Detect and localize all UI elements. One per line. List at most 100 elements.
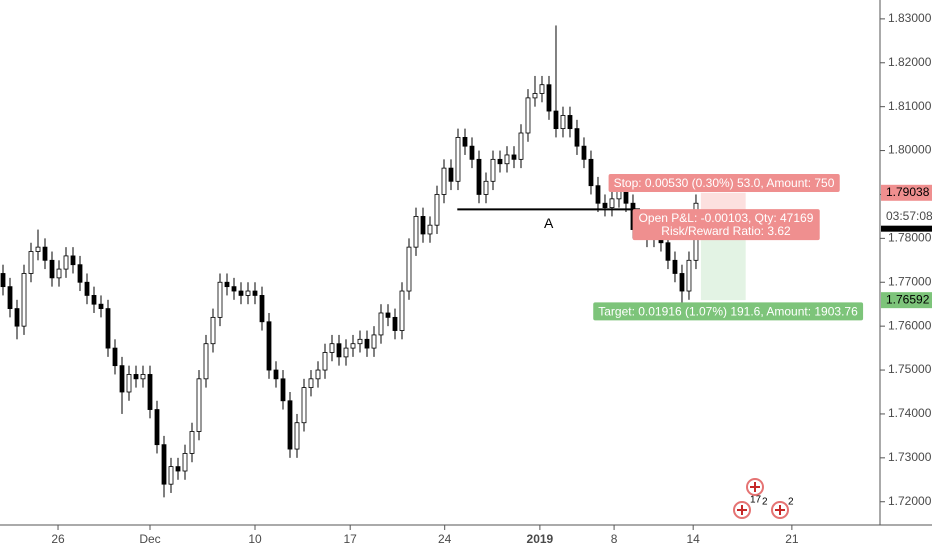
candle-body [357,338,363,345]
candle-body [392,316,398,331]
price-tag [881,184,932,201]
candle-body [343,347,349,358]
candle-body [623,189,629,204]
candle-body [476,158,482,195]
position-label-box [593,302,864,321]
candle-body [595,185,601,204]
candle-body [175,466,181,472]
event-icon-flag [750,482,760,492]
candle-body [245,290,251,296]
candle-body [189,431,195,454]
x-tick-label: 10 [248,532,262,546]
candle-body [413,216,419,248]
candle-body [154,409,160,446]
x-tick-label: 24 [438,532,452,546]
candle-body [490,158,496,182]
y-tick-label: 1.83000 [888,11,932,25]
y-tick-label: 1.75000 [888,362,932,376]
candle-body [336,343,342,358]
candle-body [350,343,356,349]
candle-body [84,281,90,296]
position-label: Stop: 0.00530 (0.30%) 53.0, Amount: 750 [614,176,835,190]
x-tick-label: 26 [51,532,65,546]
candle-body [504,154,510,165]
candle-body [672,259,678,274]
candle-body [91,295,97,305]
candle-body [42,246,48,261]
candle-body [574,128,580,147]
candle-body [203,343,209,380]
x-tick-label: 8 [611,532,618,546]
candle-body [35,246,41,252]
candle-body [329,343,335,353]
candle-body [322,352,328,371]
candle-body [217,281,223,318]
candle-body [371,334,377,349]
candle-body [119,365,125,393]
candle-body [385,312,391,318]
candle-body [567,115,573,130]
position-layer [700,192,746,301]
position-label-box [608,173,840,192]
candle-body [238,290,244,296]
candle-body [133,374,139,380]
candle-body [462,136,468,147]
candle-body [602,202,608,209]
candle-body [56,268,62,279]
candle-body [182,453,188,472]
candle-body [294,422,300,450]
candle-body [497,158,503,165]
candle-body [441,167,447,195]
last-price-marker [881,225,932,232]
candle-body [455,136,461,182]
event-icon-flag [775,505,785,515]
candle-body [448,167,454,182]
candle-body [126,374,132,393]
price-tag-label: 1.79038 [886,185,930,199]
candle-body [420,216,426,235]
candle-body [560,115,566,130]
candle-body [210,316,216,345]
y-tick-label: 1.76000 [888,318,932,332]
price-tag-label: 1.76592 [886,292,930,306]
x-tick-label: 14 [686,532,700,546]
candle-body [70,255,76,266]
candle-body [280,378,286,402]
candle-body [140,374,146,380]
candle-body [49,259,55,279]
position-label: Risk/Reward Ratio: 3.62 [661,224,791,238]
candle-body [301,387,307,424]
candle-body [77,264,83,283]
candle-body [315,369,321,380]
candle-body [378,312,384,336]
candle-body [287,400,293,450]
y-tick-label: 1.82000 [888,55,932,69]
candle-body [364,338,370,349]
candle-body [112,347,118,367]
candle-body [224,281,230,288]
position-label: Open P&L: -0.00103, Qty: 47169 [639,211,814,225]
candle-body [469,145,475,160]
candle-body [483,180,489,195]
candle-body [406,246,412,292]
candle-body [532,93,538,99]
event-count: 17 [750,495,762,506]
candle-body [98,303,104,309]
event-count: 2 [762,497,768,508]
candle-body [511,154,517,160]
candle-body [308,378,314,389]
y-tick-label: 1.77000 [888,274,932,288]
candle-body [581,145,587,160]
candle-body [14,308,20,327]
candle-body [161,444,167,485]
candle-body [63,255,69,270]
position-label: Target: 0.01916 (1.07%) 191.6, Amount: 1… [598,304,858,318]
event-count: 2 [788,497,794,508]
candle-body [539,84,545,94]
candle-body [266,321,272,371]
candle-body [105,308,111,349]
x-tick-label: 2019 [527,532,554,546]
price-tag [881,292,932,309]
candle-body [525,97,531,134]
